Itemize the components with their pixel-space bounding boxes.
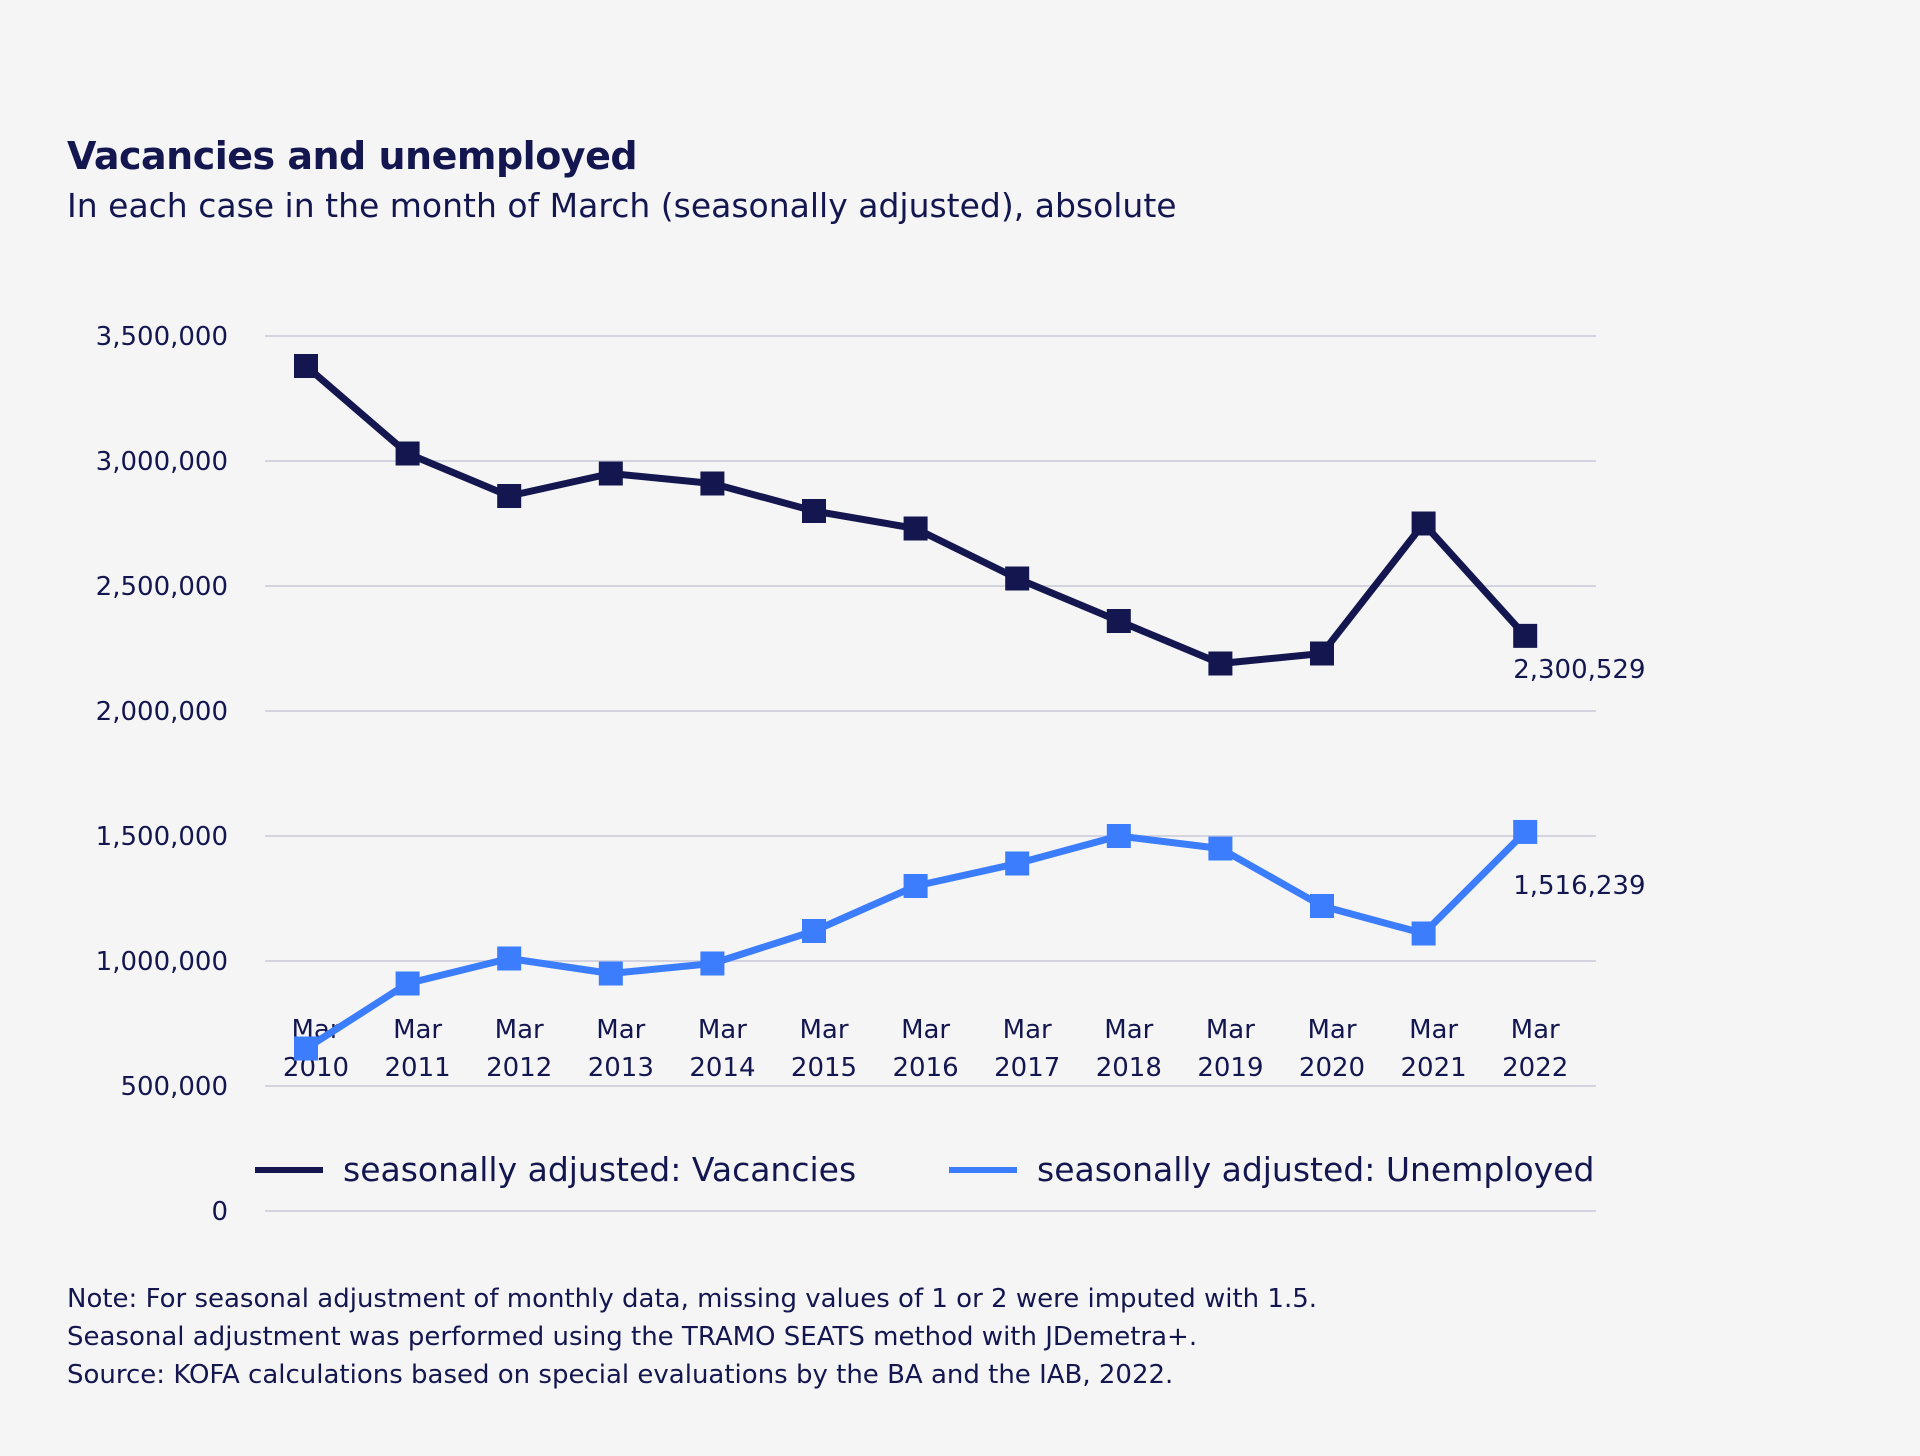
chart-title: Vacancies and unemployed <box>67 134 638 178</box>
x-tick-label: Mar <box>495 1015 544 1045</box>
data-point-unemployed <box>1106 824 1131 848</box>
data-point-vacancies <box>1005 566 1030 591</box>
x-tick-label: Mar <box>1206 1015 1255 1045</box>
data-point-vacancies <box>1208 651 1233 676</box>
legend-label-unemployed: seasonally adjusted: Unemployed <box>1037 1150 1595 1189</box>
data-point-vacancies <box>903 516 928 541</box>
x-tick-label: Mar <box>596 1015 645 1045</box>
legend-swatch-unemployed <box>949 1166 1017 1173</box>
x-tick-label: Mar <box>698 1015 747 1045</box>
x-tick-label: Mar <box>799 1015 848 1045</box>
x-tick-label: 2011 <box>385 1053 451 1083</box>
data-label-vacancies: 2,300,529 <box>1513 655 1645 685</box>
x-tick-label: 2017 <box>994 1053 1060 1083</box>
data-point-vacancies <box>395 441 420 466</box>
data-point-vacancies <box>700 471 725 496</box>
x-tick-label: Mar <box>1307 1015 1356 1045</box>
data-point-unemployed <box>1005 851 1030 876</box>
data-point-unemployed <box>700 951 725 976</box>
x-tick-label: Mar <box>1003 1015 1052 1045</box>
x-tick-label: 2012 <box>486 1053 552 1083</box>
x-tick-label: 2019 <box>1197 1053 1263 1083</box>
x-tick-label: 2016 <box>893 1053 959 1083</box>
y-tick-label: 2,000,000 <box>96 697 228 727</box>
note-line: Note: For seasonal adjustment of monthly… <box>67 1284 1318 1314</box>
legend-item-vacancies: seasonally adjusted: Vacancies <box>255 1150 856 1189</box>
data-point-unemployed <box>294 1036 318 1061</box>
notes: Note: For seasonal adjustment of monthly… <box>67 1280 1317 1394</box>
x-tick-label: Mar <box>1511 1015 1560 1045</box>
data-point-unemployed <box>395 971 420 996</box>
x-tick-label: 2014 <box>689 1053 755 1083</box>
data-point-unemployed <box>1411 921 1436 946</box>
data-label-unemployed: 1,516,239 <box>1513 871 1645 901</box>
data-point-unemployed <box>1310 894 1334 918</box>
x-tick-label: Mar <box>1104 1015 1153 1045</box>
x-tick-label: 2022 <box>1502 1053 1568 1083</box>
x-tick-label: Mar <box>1409 1015 1458 1045</box>
data-point-unemployed <box>903 874 928 898</box>
x-tick-label: Mar <box>393 1015 442 1045</box>
x-tick-label: 2021 <box>1401 1053 1467 1083</box>
note-line: Seasonal adjustment was performed using … <box>67 1322 1198 1352</box>
data-point-unemployed <box>1208 836 1233 861</box>
x-tick-label: 2020 <box>1299 1053 1365 1083</box>
y-tick-label: 2,500,000 <box>96 572 228 602</box>
y-tick-label: 3,500,000 <box>96 322 228 352</box>
data-point-vacancies <box>1411 511 1436 536</box>
data-point-unemployed <box>598 961 623 986</box>
y-tick-label: 500,000 <box>120 1072 228 1102</box>
data-point-unemployed <box>802 919 826 943</box>
data-point-vacancies <box>1310 641 1334 666</box>
x-tick-label: 2015 <box>791 1053 857 1083</box>
data-point-unemployed <box>497 946 522 971</box>
legend-label-vacancies: seasonally adjusted: Vacancies <box>343 1150 857 1189</box>
data-point-vacancies <box>497 484 522 508</box>
data-point-vacancies <box>802 499 826 523</box>
x-tick-label: 2013 <box>588 1053 654 1083</box>
chart-subtitle: In each case in the month of March (seas… <box>67 186 1177 225</box>
series-line-vacancies <box>303 363 1528 667</box>
data-point-unemployed <box>1513 819 1538 844</box>
data-point-vacancies <box>1513 623 1538 648</box>
x-tick-label: 2018 <box>1096 1053 1162 1083</box>
source-line: Source: KOFA calculations based on speci… <box>67 1360 1174 1390</box>
data-point-vacancies <box>294 354 318 378</box>
y-tick-label: 3,000,000 <box>96 447 228 477</box>
y-tick-label: 0 <box>211 1197 228 1227</box>
y-tick-label: 1,500,000 <box>96 822 228 852</box>
x-tick-label: Mar <box>901 1015 950 1045</box>
data-point-vacancies <box>598 461 623 486</box>
data-point-vacancies <box>1106 609 1131 633</box>
y-tick-label: 1,000,000 <box>96 947 228 977</box>
legend-item-unemployed: seasonally adjusted: Unemployed <box>949 1150 1594 1189</box>
legend-swatch-vacancies <box>255 1166 323 1173</box>
